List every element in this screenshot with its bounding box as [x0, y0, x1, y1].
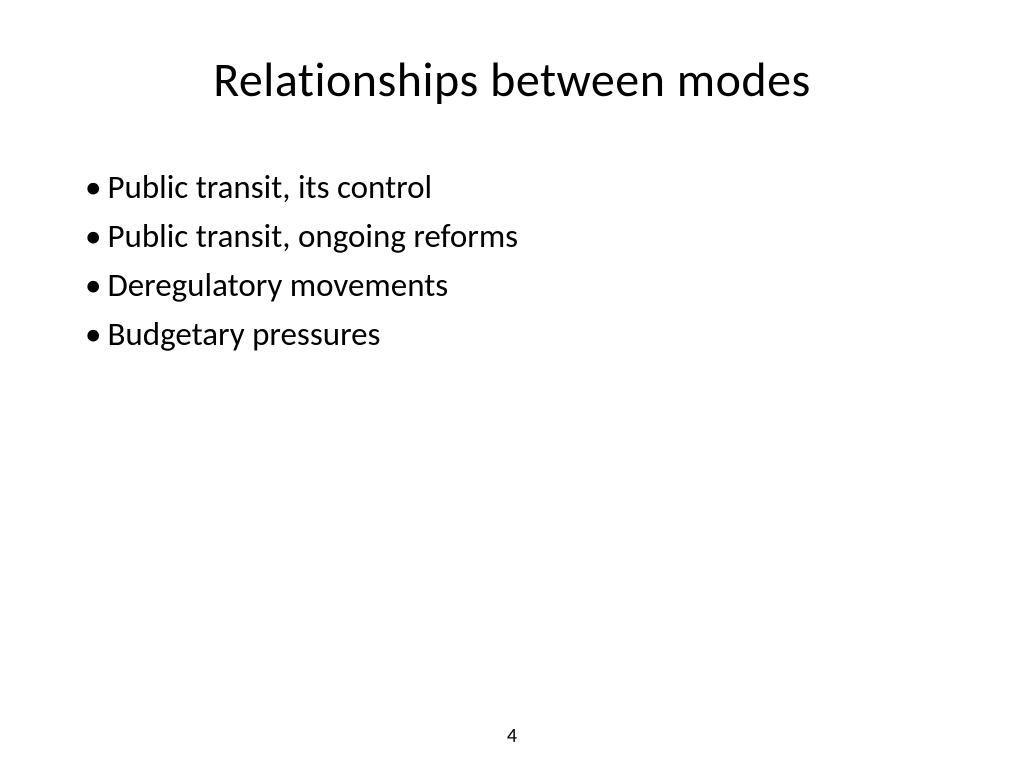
- page-number: 4: [0, 724, 1024, 748]
- bullet-text: Deregulatory movements: [107, 262, 448, 309]
- list-item: • Public transit, ongoing reforms: [85, 213, 944, 260]
- bullet-text: Public transit, ongoing reforms: [107, 213, 518, 260]
- list-item: • Budgetary pressures: [85, 311, 944, 358]
- list-item: • Deregulatory movements: [85, 262, 944, 309]
- bullet-icon: •: [85, 262, 101, 309]
- bullet-icon: •: [85, 311, 101, 358]
- bullet-icon: •: [85, 213, 101, 260]
- slide-title: Relationships between modes: [80, 50, 944, 109]
- slide-container: Relationships between modes • Public tra…: [0, 0, 1024, 768]
- list-item: • Public transit, its control: [85, 164, 944, 211]
- bullet-list: • Public transit, its control • Public t…: [80, 164, 944, 357]
- bullet-text: Budgetary pressures: [107, 311, 380, 358]
- bullet-icon: •: [85, 164, 101, 211]
- bullet-text: Public transit, its control: [107, 164, 432, 211]
